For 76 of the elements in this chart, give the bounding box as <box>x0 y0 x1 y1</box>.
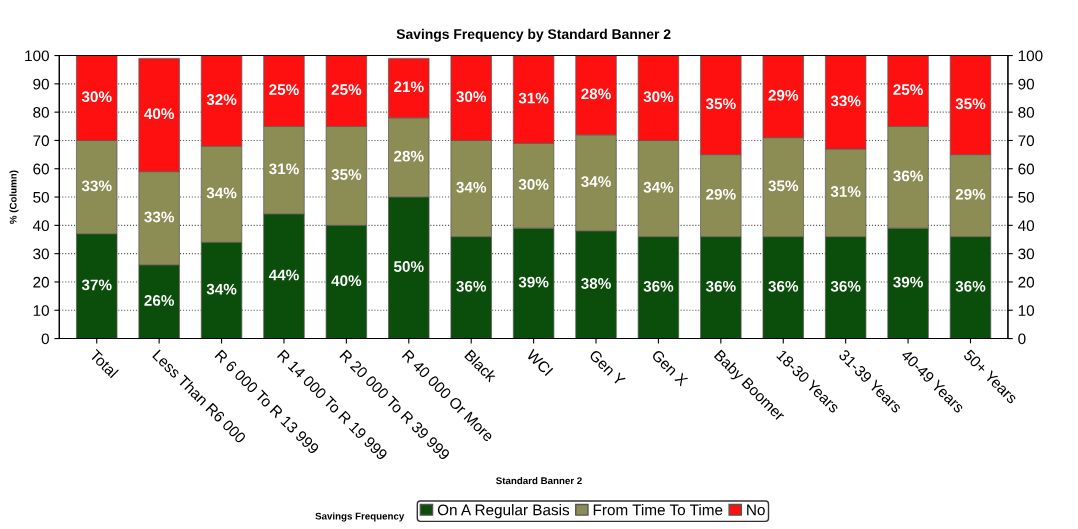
data-label: 25% <box>269 84 299 96</box>
data-label: 25% <box>893 84 923 96</box>
data-label: 39% <box>893 276 923 288</box>
data-label: 36% <box>893 170 923 182</box>
data-label: 31% <box>269 163 299 175</box>
y-tick-label: 40 <box>32 220 49 232</box>
data-label: 33% <box>830 95 861 107</box>
data-label: 32% <box>206 94 237 105</box>
y-tick-label: 0 <box>41 333 49 345</box>
legend-label: On A Regular Basis <box>437 504 570 519</box>
y2-tick-label: 10 <box>1018 305 1035 316</box>
y-tick-label: 70 <box>33 135 49 147</box>
data-label: 28% <box>581 88 611 100</box>
y2-tick-label: 30 <box>1018 248 1035 260</box>
y2-tick-label: 100 <box>1018 50 1043 62</box>
data-label: 50% <box>393 261 424 272</box>
legend-label: No <box>747 504 765 516</box>
legend-label: From Time To Time <box>593 504 723 516</box>
data-label: 28% <box>394 150 424 162</box>
y2-tick-label: 0 <box>1018 333 1026 345</box>
y2-tick-label: 40 <box>1018 220 1035 232</box>
data-label: 33% <box>81 180 112 192</box>
data-label: 29% <box>706 188 736 200</box>
data-label: 34% <box>206 187 237 199</box>
y-tick-label: 90 <box>33 78 49 90</box>
data-label: 33% <box>144 211 175 223</box>
data-label: 31% <box>518 92 549 104</box>
data-label: 31% <box>830 186 861 197</box>
data-label: 34% <box>643 181 674 193</box>
y-tick-label: 20 <box>33 276 49 288</box>
data-label: 36% <box>643 280 674 292</box>
x-tick-label: Gen Y <box>588 349 626 387</box>
y2-tick-label: 80 <box>1018 107 1035 118</box>
data-label: 44% <box>268 269 299 281</box>
y-tick-label: 80 <box>33 107 49 118</box>
y-tick-label: 50 <box>33 191 49 203</box>
x-tick-label: Gen X <box>651 349 689 387</box>
data-label: 39% <box>518 276 549 288</box>
data-label: 29% <box>955 188 986 200</box>
data-label: 30% <box>81 91 112 103</box>
data-label: 35% <box>705 98 736 110</box>
data-label: 40% <box>331 275 362 287</box>
data-label: 35% <box>768 180 799 192</box>
data-label: 29% <box>768 89 799 101</box>
chart-title: Savings Frequency by Standard Banner 2 <box>396 28 671 42</box>
x-axis-title: Standard Banner 2 <box>496 476 582 485</box>
y2-tick-label: 60 <box>1018 163 1035 175</box>
y-axis-title: % (Column) <box>9 170 19 224</box>
data-label: 37% <box>81 279 112 291</box>
data-label: 36% <box>830 280 861 292</box>
y2-tick-label: 70 <box>1018 135 1035 147</box>
y2-tick-label: 50 <box>1018 191 1035 203</box>
data-label: 26% <box>144 295 175 306</box>
data-label: 36% <box>456 280 487 292</box>
data-label: 38% <box>581 278 611 289</box>
y-tick-label: 100 <box>25 50 49 62</box>
data-label: 36% <box>955 280 986 292</box>
data-label: 30% <box>456 91 487 103</box>
legend-title: Savings Frequency <box>315 512 405 522</box>
data-label: 34% <box>456 181 487 193</box>
y-tick-label: 30 <box>33 248 49 260</box>
data-label: 25% <box>331 84 362 96</box>
data-label: 34% <box>581 176 611 188</box>
data-label: 35% <box>331 169 362 180</box>
y2-tick-label: 90 <box>1018 78 1035 90</box>
y2-tick-label: 20 <box>1018 276 1035 288</box>
data-label: 30% <box>518 179 549 190</box>
y-tick-label: 10 <box>33 305 49 316</box>
data-label: 21% <box>394 81 424 93</box>
data-label: 36% <box>768 280 799 292</box>
data-label: 40% <box>144 108 175 120</box>
data-label: 36% <box>705 280 736 292</box>
data-label: 35% <box>955 98 986 110</box>
y-tick-label: 60 <box>33 163 49 175</box>
data-label: 34% <box>206 283 237 295</box>
data-label: 30% <box>643 91 674 103</box>
